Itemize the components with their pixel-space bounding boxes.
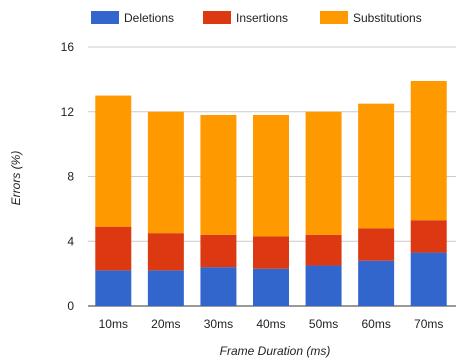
bar-substitutions [253,114,289,237]
y-tick-label: 16 [61,40,75,54]
legend-swatch-insertions [203,11,231,24]
y-tick-label: 12 [61,105,75,119]
y-axis-title: Errors (%) [9,151,23,206]
bar-deletions [95,270,132,306]
legend-label-substitutions: Substitutions [353,11,422,25]
bar-deletions [305,265,342,306]
bar-insertions [95,226,132,271]
x-tick-label: 50ms [309,317,338,331]
legend-item-substitutions: Substitutions [320,11,422,25]
legend-item-insertions: Insertions [203,11,288,25]
x-axis-ticks: 10ms 20ms 30ms 40ms 50ms 60ms 70ms [99,317,444,331]
legend-swatch-deletions [91,11,119,24]
x-tick-label: 10ms [99,317,128,331]
bar-insertions [147,233,184,271]
y-tick-label: 8 [67,170,74,184]
bar-insertions [410,220,447,253]
bar-insertions [253,236,289,269]
x-tick-label: 70ms [414,317,443,331]
bar-substitutions [358,103,395,229]
x-tick-label: 60ms [361,317,390,331]
x-tick-label: 40ms [256,317,285,331]
legend-label-deletions: Deletions [124,11,174,25]
y-tick-label: 0 [67,299,74,313]
legend-swatch-substitutions [320,11,348,24]
bar-deletions [200,267,237,306]
x-axis-title: Frame Duration (ms) [220,344,331,358]
y-axis-ticks: 0 4 8 12 16 [61,40,75,313]
bars [95,80,447,306]
legend-item-deletions: Deletions [91,11,174,25]
x-tick-label: 30ms [204,317,233,331]
x-tick-label: 20ms [151,317,180,331]
bar-deletions [147,270,184,306]
bar-insertions [200,234,237,268]
legend-label-insertions: Insertions [236,11,288,25]
bar-substitutions [95,95,132,227]
bar-deletions [410,252,447,306]
bar-deletions [253,268,289,306]
bar-substitutions [305,111,342,235]
bar-insertions [358,228,395,261]
bar-deletions [358,260,395,306]
bar-substitutions [410,80,447,221]
y-tick-label: 4 [67,234,74,248]
legend: Deletions Insertions Substitutions [91,11,422,25]
bar-insertions [305,234,342,266]
bar-substitutions [200,114,237,235]
bar-substitutions [147,111,184,234]
